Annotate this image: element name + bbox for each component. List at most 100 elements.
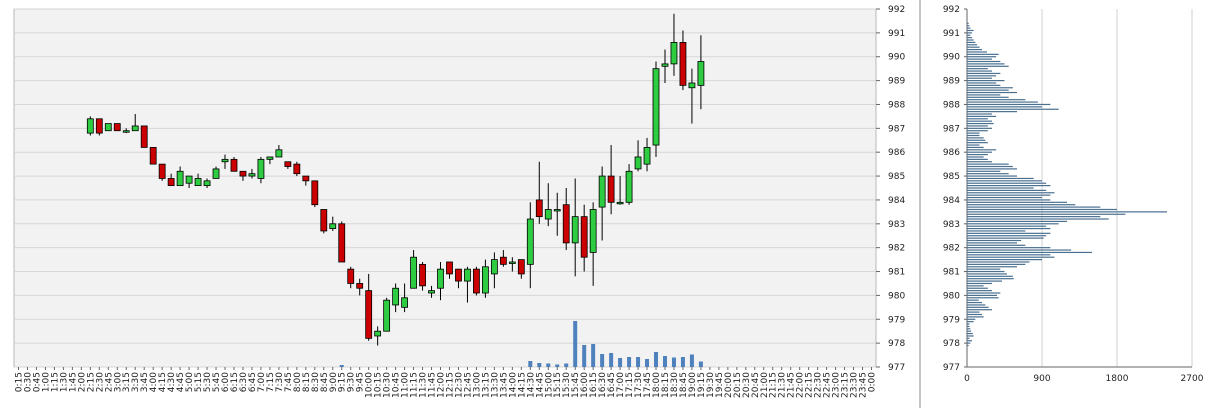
x-tick-label: 11:15 <box>410 372 420 398</box>
x-tick-label: 4:30 <box>167 372 177 392</box>
profile-bar <box>967 332 973 335</box>
profile-bar <box>967 280 1002 282</box>
x-tick-label: 5:30 <box>203 372 213 392</box>
candle-body <box>410 256 417 289</box>
volume-bar <box>600 354 605 367</box>
candle-body <box>419 263 426 287</box>
x-tick-label: 15:30 <box>562 372 572 398</box>
profile-bar <box>967 223 1059 225</box>
x-tick-label: 9:15 <box>338 372 348 392</box>
x-tick-label: 4:15 <box>158 372 168 392</box>
profile-bar <box>967 37 972 39</box>
profile-bar <box>967 44 977 46</box>
profile-bar <box>967 151 992 153</box>
candle-body <box>670 42 678 65</box>
profile-bar <box>967 94 1001 96</box>
x-tick-label: 23:30 <box>850 372 860 398</box>
profile-bar <box>967 254 1051 256</box>
profile-bar <box>967 163 1009 165</box>
candle-body <box>176 170 184 187</box>
profile-bar <box>967 282 992 285</box>
profile-bar <box>967 263 1026 265</box>
profile-bar <box>967 256 1055 258</box>
x-tick-label: 12:45 <box>463 372 473 398</box>
profile-bar <box>967 216 1101 218</box>
candle-body <box>347 268 355 284</box>
profile-bar <box>967 177 1034 180</box>
profile-bar <box>967 91 1017 94</box>
profile-bar <box>967 146 984 149</box>
y-tick-label: 982 <box>943 244 960 254</box>
profile-bar <box>967 323 970 325</box>
profile-bar <box>967 187 1034 189</box>
profile-bar <box>967 56 997 58</box>
candle-body <box>652 68 660 146</box>
candle-body <box>338 223 346 263</box>
profile-bar <box>967 199 1051 201</box>
x-tick-label: 11:00 <box>401 372 411 398</box>
profile-bar <box>967 285 984 287</box>
x-tick-label: 10:00 <box>365 372 375 398</box>
profile-bar <box>967 261 1030 263</box>
profile-bar <box>967 89 1009 91</box>
y-tick-label: 984 <box>888 196 905 206</box>
y-tick-label: 987 <box>888 124 905 134</box>
profile-bar <box>967 96 1009 98</box>
x-tick-label: 17:15 <box>625 372 635 398</box>
profile-bar <box>967 335 974 337</box>
x-tick-label: 21:00 <box>760 372 770 398</box>
profile-bar <box>967 158 988 160</box>
candle-body <box>508 261 516 264</box>
x-tick-label: 19:30 <box>706 372 716 398</box>
y-tick-label: 990 <box>943 53 960 63</box>
x-tick-label: 13:15 <box>481 372 491 398</box>
x-tick-label: 14:15 <box>517 372 527 398</box>
profile-bar <box>967 311 980 313</box>
x-tick-label: 7:00 <box>257 372 267 392</box>
profile-bar <box>967 39 974 41</box>
x-tick-label: 8:30 <box>311 372 321 392</box>
profile-bar <box>967 201 1067 203</box>
profile-bar <box>967 51 987 53</box>
profile-bar <box>967 87 1013 89</box>
y-tick-label: 980 <box>943 291 960 301</box>
candle-body <box>607 175 615 203</box>
x-tick-label: 14:00 <box>508 372 518 398</box>
profile-bar <box>967 125 988 127</box>
profile-bar <box>967 225 1047 227</box>
profile-bar <box>967 115 997 117</box>
x-tick-label: 2:15 <box>86 372 96 392</box>
x-tick-label: 18:45 <box>679 372 689 398</box>
candle-body <box>356 283 364 289</box>
profile-bar <box>967 185 1051 187</box>
candle-body <box>248 173 256 177</box>
candle-body <box>499 256 507 265</box>
profile-bar <box>967 101 1038 103</box>
profile-bar <box>967 58 992 60</box>
x-tick-label: 7:15 <box>266 372 276 392</box>
y-tick-label: 984 <box>943 196 960 206</box>
candle-body <box>311 180 319 206</box>
candle-body <box>446 261 453 275</box>
x-tick-label: 20:00 <box>724 372 734 398</box>
profile-bar <box>967 247 1051 249</box>
x-tick-label: 9:00 <box>329 372 339 392</box>
volume-profile-chart: 0 900 1800 2700 992 991 990 989 988 987 986 985 984 9… <box>943 5 1204 384</box>
candle-body <box>643 147 651 165</box>
volume-bar <box>564 363 569 367</box>
volume-bar <box>680 357 685 367</box>
y-tick-label: 979 <box>943 315 960 325</box>
x-tick-label: 6:00 <box>221 372 231 392</box>
x-tick-label: 16:15 <box>589 372 599 398</box>
candle-body <box>104 123 112 132</box>
volume-bar <box>591 344 596 367</box>
profile-bar <box>967 161 992 163</box>
x-tick-label: 21:45 <box>787 372 797 398</box>
profile-bar <box>967 290 992 292</box>
y-tick-label: 983 <box>943 220 960 230</box>
profile-bar <box>967 127 992 129</box>
profile-bar <box>967 206 1101 208</box>
profile-bar <box>967 22 969 24</box>
x-tick-label: 1:15 <box>50 372 60 392</box>
y-tick-label: 981 <box>888 268 905 278</box>
